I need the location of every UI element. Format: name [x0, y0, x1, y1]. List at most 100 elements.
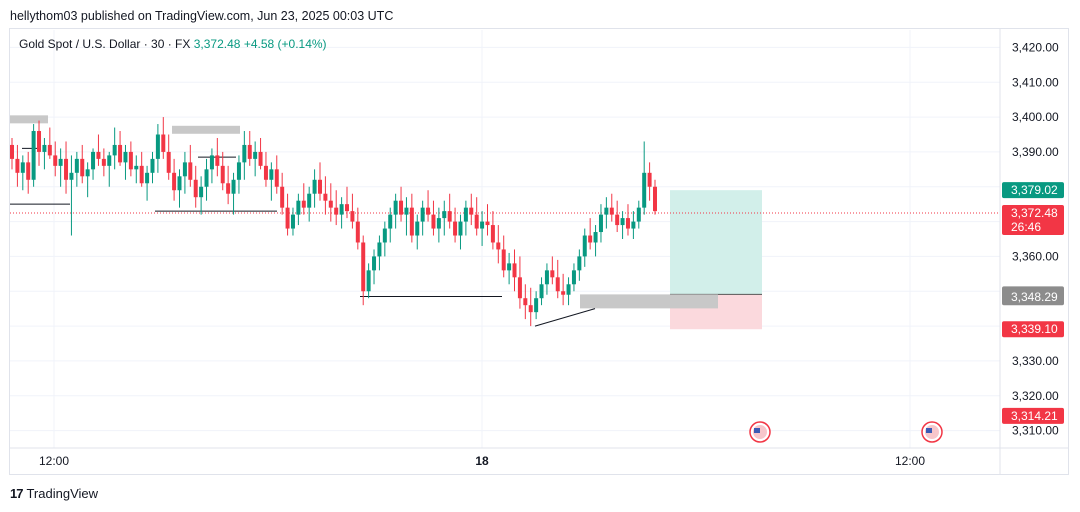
- candle-body: [372, 256, 377, 271]
- candle-body: [571, 270, 576, 285]
- chart-frame: [9, 28, 1069, 475]
- candle-body: [339, 204, 344, 215]
- candle-body: [647, 172, 652, 187]
- footer-brand[interactable]: 17 TradingView: [10, 486, 98, 501]
- candle-body: [253, 151, 258, 159]
- candle-body: [512, 263, 517, 278]
- candle-body: [409, 207, 414, 236]
- x-tick-label: 12:00: [895, 454, 925, 468]
- candle-body: [485, 221, 490, 226]
- candle-body: [242, 144, 247, 163]
- candle-body: [155, 134, 160, 159]
- candle-body: [37, 131, 42, 152]
- symbol-name[interactable]: Gold Spot / U.S. Dollar · 30 · FX: [19, 37, 191, 51]
- price-badge-label: 3,372.48: [1011, 206, 1058, 220]
- candle-body: [290, 214, 295, 229]
- candle-body: [285, 207, 290, 229]
- price-badge-label: 3,314.21: [1011, 409, 1058, 423]
- candle-body: [166, 151, 171, 173]
- price-badge: [1002, 407, 1064, 424]
- last-price: 3,372.48: [193, 37, 241, 51]
- candle-body: [458, 221, 463, 236]
- candle-body: [604, 207, 609, 215]
- candle-body: [80, 158, 85, 177]
- candle-body: [577, 256, 582, 271]
- candle-body: [469, 207, 474, 215]
- candle-body: [226, 183, 231, 194]
- candle-body: [480, 221, 485, 229]
- us-flag-event-icon: [926, 428, 932, 433]
- candle-body: [361, 242, 366, 292]
- candle-body: [123, 151, 128, 163]
- candle-body: [431, 214, 436, 229]
- symbol-legend: Gold Spot / U.S. Dollar · 30 · FX 3,372.…: [19, 37, 327, 51]
- candle-body: [172, 172, 177, 191]
- candle-body: [236, 162, 241, 180]
- candle-body: [388, 214, 393, 229]
- candle-body: [177, 176, 182, 191]
- candle-body: [534, 298, 539, 313]
- candle-body: [280, 186, 285, 208]
- price-badge: [1002, 289, 1064, 306]
- candle-body: [85, 169, 90, 177]
- candle-body: [415, 221, 420, 236]
- candle-body: [263, 165, 268, 180]
- candle-body: [517, 277, 522, 299]
- candle-body: [474, 214, 479, 229]
- price-badge-label: 3,379.02: [1011, 183, 1058, 197]
- y-tick-label: 3,320.00: [1012, 389, 1059, 403]
- candle-body: [598, 214, 603, 233]
- candle-body: [47, 144, 52, 156]
- grey-zone-box: [172, 125, 240, 134]
- candle-body: [139, 165, 144, 184]
- candle-body: [345, 204, 350, 212]
- candle-body: [593, 232, 598, 243]
- candle-body: [453, 221, 458, 236]
- x-tick-label: 18: [475, 454, 489, 468]
- candle-body: [274, 169, 279, 187]
- tradingview-logo-icon: 17: [10, 486, 24, 501]
- candle-body: [312, 179, 317, 194]
- candle-body: [620, 218, 625, 226]
- candle-body: [269, 169, 274, 180]
- chart-canvas[interactable]: 3,310.003,320.003,330.003,340.003,350.00…: [0, 0, 1080, 480]
- candle-body: [301, 200, 306, 208]
- candle-body: [20, 162, 25, 173]
- candle-body: [317, 179, 322, 194]
- candle-body: [447, 211, 452, 222]
- price-badge: [1002, 321, 1064, 338]
- candle-body: [490, 225, 495, 243]
- publish-header: hellythom03 published on TradingView.com…: [10, 9, 394, 23]
- candle-body: [615, 214, 620, 226]
- candle-body: [188, 162, 193, 180]
- candle-body: [501, 249, 506, 271]
- candle-body: [507, 263, 512, 271]
- y-tick-label: 3,360.00: [1012, 249, 1059, 263]
- candle-body: [366, 270, 371, 292]
- us-flag-event-icon: [754, 428, 760, 433]
- grey-zone-box: [580, 294, 718, 309]
- candle-body: [69, 172, 74, 180]
- price-badge-label: 3,348.29: [1011, 290, 1058, 304]
- price-badge-label: 3,339.10: [1011, 322, 1058, 336]
- y-tick-label: 3,330.00: [1012, 354, 1059, 368]
- candle-body: [247, 144, 252, 159]
- candle-body: [420, 207, 425, 222]
- candle-body: [107, 155, 112, 166]
- candle-body: [382, 228, 387, 243]
- candle-body: [74, 158, 79, 173]
- candle-body: [355, 221, 360, 243]
- candle-body: [53, 155, 58, 166]
- candle-body: [58, 158, 63, 166]
- candle-body: [496, 242, 501, 250]
- candle-body: [642, 172, 647, 208]
- candle-body: [555, 277, 560, 292]
- candle-body: [631, 221, 636, 229]
- brand-name: TradingView: [26, 486, 99, 501]
- y-tick-label: 3,310.00: [1012, 424, 1059, 438]
- candle-body: [566, 284, 571, 295]
- candle-body: [307, 193, 312, 208]
- candle-body: [436, 218, 441, 229]
- trend-line: [534, 308, 596, 327]
- candle-body: [528, 305, 533, 313]
